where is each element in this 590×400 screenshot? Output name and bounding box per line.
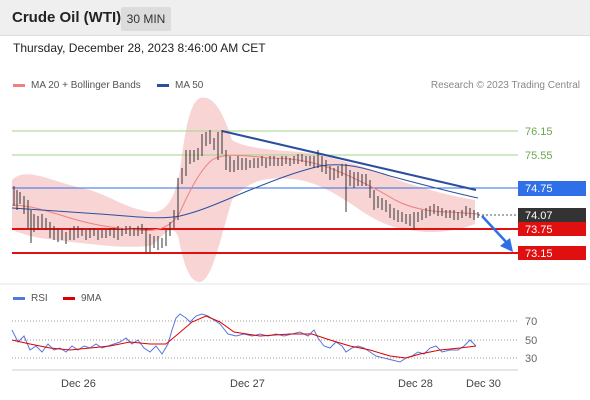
forecast-arrow (481, 215, 509, 245)
legend-ma50: MA 50 (157, 80, 203, 91)
x-label-dec-30: Dec 30 (466, 378, 501, 390)
legend-ma20-bollinger: MA 20 + Bollinger Bands (13, 80, 141, 91)
legend-rsi: RSI (13, 293, 48, 304)
instrument-title: Crude Oil (WTI) (12, 9, 122, 26)
legend-label: 9MA (81, 293, 102, 304)
rsi-line (11, 313, 477, 363)
x-label-dec-27: Dec 27 (230, 378, 265, 390)
price-series (13, 130, 479, 252)
level-label-73-15: 73.15 (525, 248, 553, 260)
ma50-line (11, 164, 479, 219)
level-label-76-15: 76.15 (525, 126, 553, 138)
price-tags: 76.15 75.55 74.75 74.07 73.75 73.15 (518, 126, 586, 260)
forecast-arrowhead (500, 238, 513, 252)
level-label-73-75: 73.75 (525, 224, 553, 236)
last-price-tag (518, 208, 586, 222)
research-credit: Research © 2023 Trading Central (430, 80, 580, 91)
chart-header: Crude Oil (WTI) 30 MIN (0, 0, 590, 36)
support-tag-2 (518, 246, 586, 260)
rsi-level-30: 30 (525, 353, 537, 365)
pivot-tag (518, 181, 586, 196)
ma20-line (11, 154, 479, 231)
level-label-74-07: 74.07 (525, 210, 553, 222)
interval-button[interactable]: 30 MIN (121, 7, 171, 31)
rsi-swatch (13, 297, 25, 300)
level-label-75-55: 75.55 (525, 150, 553, 162)
support-tag-1 (518, 222, 586, 236)
legend-label: MA 50 (175, 80, 204, 91)
level-label-74-75: 74.75 (525, 183, 553, 195)
x-axis-labels: Dec 26 Dec 27 Dec 28 Dec 30 (61, 378, 501, 390)
ma50-swatch (157, 84, 169, 87)
ma20-swatch (13, 84, 25, 87)
9ma-swatch (63, 297, 75, 300)
timestamp: Thursday, December 28, 2023 8:46:00 AM C… (13, 41, 266, 55)
rsi-level-70: 70 (525, 316, 537, 328)
rsi-panel (11, 313, 518, 363)
rsi-axis-labels: 70 50 30 (525, 316, 537, 365)
x-label-dec-26: Dec 26 (61, 378, 96, 390)
legend-label: RSI (31, 293, 48, 304)
legend-label: MA 20 + Bollinger Bands (31, 80, 141, 91)
bollinger-band (12, 97, 475, 282)
trendline (221, 130, 477, 191)
x-label-dec-28: Dec 28 (398, 378, 433, 390)
rsi-9ma-line (11, 315, 477, 359)
rsi-level-50: 50 (525, 335, 537, 347)
legend-9ma: 9MA (63, 293, 102, 304)
